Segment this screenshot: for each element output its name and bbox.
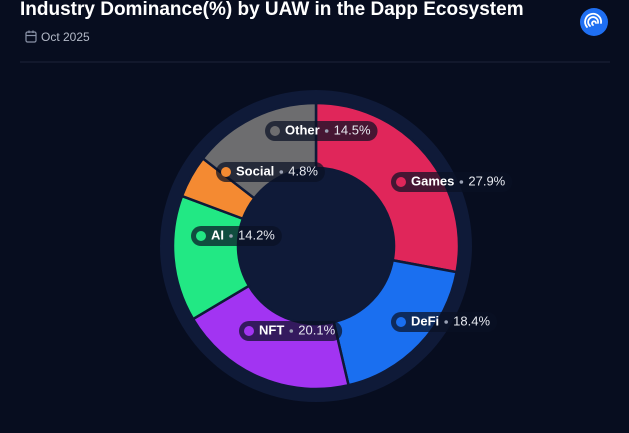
- label-separator: [229, 234, 233, 238]
- label-name: NFT: [259, 322, 284, 337]
- label-value: 14.2%: [238, 227, 275, 242]
- label-name: Other: [285, 122, 320, 137]
- calendar-icon: [25, 30, 37, 43]
- label-value: 14.5%: [334, 122, 371, 137]
- label-dot: [196, 231, 206, 241]
- donut-segment: [314, 101, 461, 274]
- label-value: 27.9%: [468, 173, 505, 188]
- label-separator: [459, 180, 464, 184]
- label-pill: [391, 172, 513, 192]
- segment-label: DeFi 18.4%: [391, 312, 498, 332]
- segment-label: Other 14.5%: [265, 121, 378, 141]
- label-separator: [279, 170, 284, 174]
- label-dot: [396, 317, 406, 327]
- label-name: AI: [211, 227, 224, 242]
- label-dot: [221, 167, 231, 177]
- label-separator: [324, 129, 329, 133]
- label-value: 18.4%: [453, 313, 490, 328]
- label-dot: [396, 177, 406, 187]
- label-name: Social: [236, 163, 274, 178]
- segment-label: NFT 20.1%: [239, 321, 343, 341]
- label-name: Games: [411, 173, 454, 188]
- brand-icon[interactable]: [580, 8, 608, 36]
- label-name: DeFi: [411, 313, 439, 328]
- segment-label: AI 14.2%: [191, 226, 282, 246]
- label-value: 20.1%: [298, 322, 335, 337]
- label-pill: [265, 121, 378, 141]
- label-dot: [244, 326, 254, 336]
- chart-title: Industry Dominance(%) by UAW in the Dapp…: [20, 0, 524, 20]
- subtitle: Oct 2025: [41, 30, 90, 44]
- label-pill: [216, 162, 325, 182]
- label-dot: [270, 126, 280, 136]
- segment-label: Social 4.8%: [216, 162, 325, 182]
- label-pill: [191, 226, 282, 246]
- segment-label: Games 27.9%: [391, 172, 513, 192]
- label-separator: [289, 329, 294, 333]
- label-separator: [444, 320, 448, 324]
- label-value: 4.8%: [288, 163, 318, 178]
- label-pill: [391, 312, 498, 332]
